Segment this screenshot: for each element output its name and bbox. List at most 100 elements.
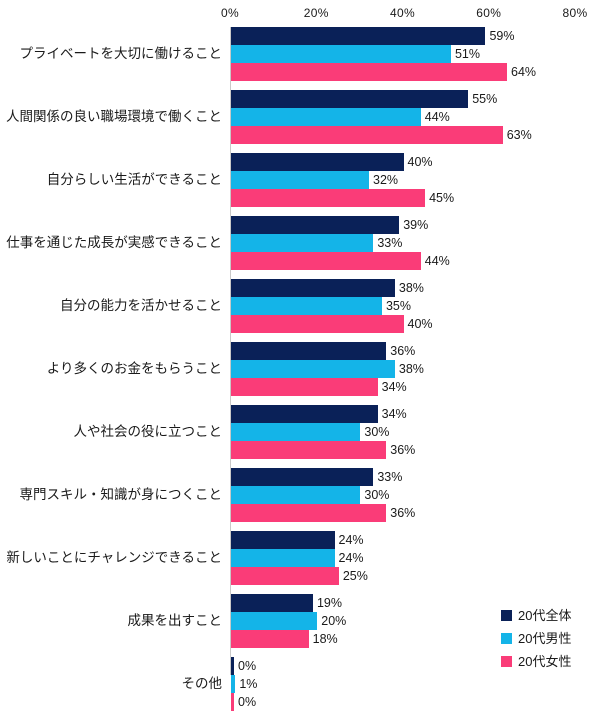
bar-row: 20% [231,612,576,630]
bar-row: 33% [231,234,576,252]
bar-row: 64% [231,63,576,81]
bar-value-label: 20% [321,614,347,628]
bar-value-label: 36% [390,344,416,358]
bar[interactable] [231,252,421,270]
bar-value-label: 19% [316,596,342,610]
bar-group: 33% 30% 36% [231,468,576,522]
bar[interactable] [231,378,378,396]
bar-row: 36% [231,342,576,360]
bar[interactable] [231,405,378,423]
bar[interactable] [231,423,361,441]
category-label: 成果を出すこと [127,613,223,628]
bar[interactable] [231,45,451,63]
bar[interactable] [231,612,318,630]
bar[interactable] [231,486,361,504]
bar-value-label: 64% [511,65,537,79]
bar[interactable] [231,216,400,234]
bar-row: 34% [231,405,576,423]
bar-group: 24% 24% 25% [231,531,576,585]
bar[interactable] [231,531,335,549]
bar[interactable] [231,342,387,360]
bar[interactable] [231,279,395,297]
bar-row: 45% [231,189,576,207]
bar[interactable] [231,630,309,648]
bar[interactable] [231,234,374,252]
bar[interactable] [231,504,387,522]
bar[interactable] [231,549,335,567]
bar[interactable] [231,126,503,144]
bar-value-label: 34% [381,380,407,394]
bar-value-label: 32% [373,173,399,187]
bar-value-label: 25% [342,569,368,583]
category-label: 仕事を通じた成長が実感できること [6,235,222,250]
bar-value-label: 24% [338,533,364,547]
bar[interactable] [231,468,374,486]
bar-group: 39% 33% 44% [231,216,576,270]
bar-row: 18% [231,630,576,648]
plot-area: 59% 51% 64% 55% 44% 63% 40% 32% 45% 39% 33% 44% 38% 3… [230,27,576,711]
bar-row: 36% [231,441,576,459]
bar-value-label: 44% [424,254,450,268]
bar-row: 0% [231,657,576,675]
bar-value-label: 55% [472,92,498,106]
bar[interactable] [231,693,234,711]
bar-group: 19% 20% 18% [231,594,576,648]
bar[interactable] [231,27,486,45]
bar-row: 19% [231,594,576,612]
legend-item[interactable]: 20代男性 [501,627,607,650]
bar[interactable] [231,360,395,378]
bar[interactable] [231,108,421,126]
legend-item[interactable]: 20代女性 [501,650,607,673]
x-axis-tick-labels: 0% 20% 40% 60% 80% [0,6,607,26]
bar-row: 44% [231,252,576,270]
bar-row: 40% [231,153,576,171]
bar[interactable] [231,441,387,459]
bar-group: 38% 35% 40% [231,279,576,333]
x-tick-label: 20% [303,6,329,20]
bar-row: 0% [231,693,576,711]
category-label: 人や社会の役に立つこと [73,424,223,439]
bar-value-label: 1% [239,677,258,691]
category-label: 自分の能力を活かせること [60,298,222,313]
category-label: その他 [181,676,223,691]
bar[interactable] [231,675,236,693]
bar[interactable] [231,90,469,108]
legend-swatch [501,633,512,644]
bar-value-label: 34% [381,407,407,421]
bar-row: 24% [231,549,576,567]
bar-value-label: 35% [385,299,411,313]
bar[interactable] [231,315,404,333]
bar[interactable] [231,297,382,315]
bar-row: 51% [231,45,576,63]
bar[interactable] [231,657,234,675]
bar-value-label: 30% [364,488,390,502]
bar-row: 34% [231,378,576,396]
bar-row: 25% [231,567,576,585]
bar-value-label: 30% [364,425,390,439]
bar[interactable] [231,63,507,81]
legend-swatch [501,610,512,621]
bar-value-label: 44% [424,110,450,124]
x-tick-label: 80% [562,6,588,20]
bar-row: 59% [231,27,576,45]
x-tick-label: 60% [476,6,502,20]
bar-row: 39% [231,216,576,234]
legend-label: 20代女性 [518,654,572,669]
bar[interactable] [231,594,313,612]
bar-row: 35% [231,297,576,315]
bar[interactable] [231,153,404,171]
bar-row: 40% [231,315,576,333]
bar[interactable] [231,171,369,189]
bar[interactable] [231,567,339,585]
bar-row: 24% [231,531,576,549]
bar-row: 55% [231,90,576,108]
bar-group: 59% 51% 64% [231,27,576,81]
bar-value-label: 36% [390,506,416,520]
legend-item[interactable]: 20代全体 [501,604,607,627]
bar[interactable] [231,189,426,207]
x-tick-label: 40% [390,6,415,20]
category-label: 自分らしい生活ができること [46,172,222,187]
chart-legend: 20代全体 20代男性 20代女性 [501,604,607,673]
bar-value-label: 45% [429,191,455,205]
bar-row: 1% [231,675,576,693]
